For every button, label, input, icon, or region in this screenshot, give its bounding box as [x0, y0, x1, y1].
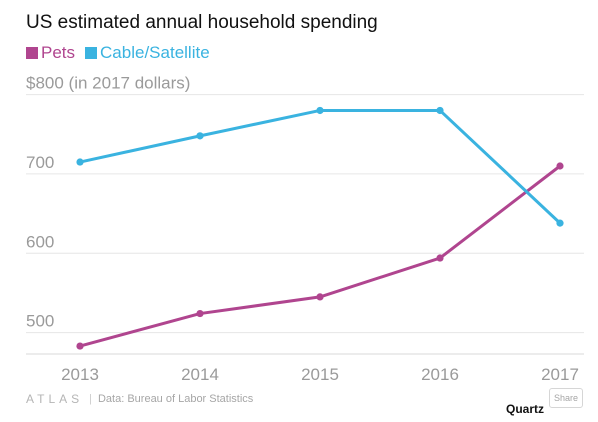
data-point-pets-2014: [196, 309, 204, 318]
x-tick-label-2017: 2017: [541, 365, 579, 384]
data-point-pets-2017: [556, 162, 564, 170]
x-tick-label-2015: 2015: [301, 365, 339, 384]
x-tick-label-2016: 2016: [421, 365, 459, 384]
legend-swatch-pets: [26, 47, 38, 59]
y-tick-label-500: 500: [26, 312, 54, 331]
data-point-cable-satellite-2016: [436, 106, 444, 115]
legend-item-cable: Cable/Satellite: [85, 43, 210, 63]
chart-title: US estimated annual household spending: [26, 12, 378, 33]
y-tick-label-600: 600: [26, 232, 54, 251]
data-point-cable-satellite-2014: [196, 132, 204, 140]
x-tick-label-2014: 2014: [181, 365, 219, 384]
data-point-pets-2015: [316, 293, 324, 301]
share-button[interactable]: Share: [549, 388, 583, 408]
y-tick-label-700: 700: [26, 153, 54, 172]
x-tick-label-2013: 2013: [61, 365, 99, 384]
data-point-cable-satellite-2013: [76, 158, 84, 166]
series-line-pets: [78, 164, 562, 348]
quartz-logo: Quartz: [506, 402, 545, 416]
legend-label-pets: Pets: [41, 43, 76, 62]
data-point-pets-2016: [436, 254, 444, 262]
data-point-pets-2013: [76, 342, 84, 350]
y-tick-label-800: $800 (in 2017 dollars): [26, 74, 190, 93]
data-point-cable-satellite-2015: [316, 106, 324, 115]
data-source: Data: Bureau of Labor Statistics: [97, 393, 254, 405]
data-point-cable-satellite-2017: [556, 219, 564, 227]
legend-swatch-cable: [85, 47, 98, 59]
chart-footer: ATLAS | Data: Bureau of Labor Statistics: [26, 392, 253, 406]
legend-item-pets: Pets: [26, 43, 75, 63]
legend-label-cable: Cable/Satellite: [100, 43, 210, 62]
chart-legend: Pets Cable/Satellite: [26, 43, 210, 63]
series-line-cable-satellite: [78, 108, 562, 225]
atlas-logo: ATLAS: [26, 392, 84, 406]
footer-separator: |: [89, 393, 92, 405]
